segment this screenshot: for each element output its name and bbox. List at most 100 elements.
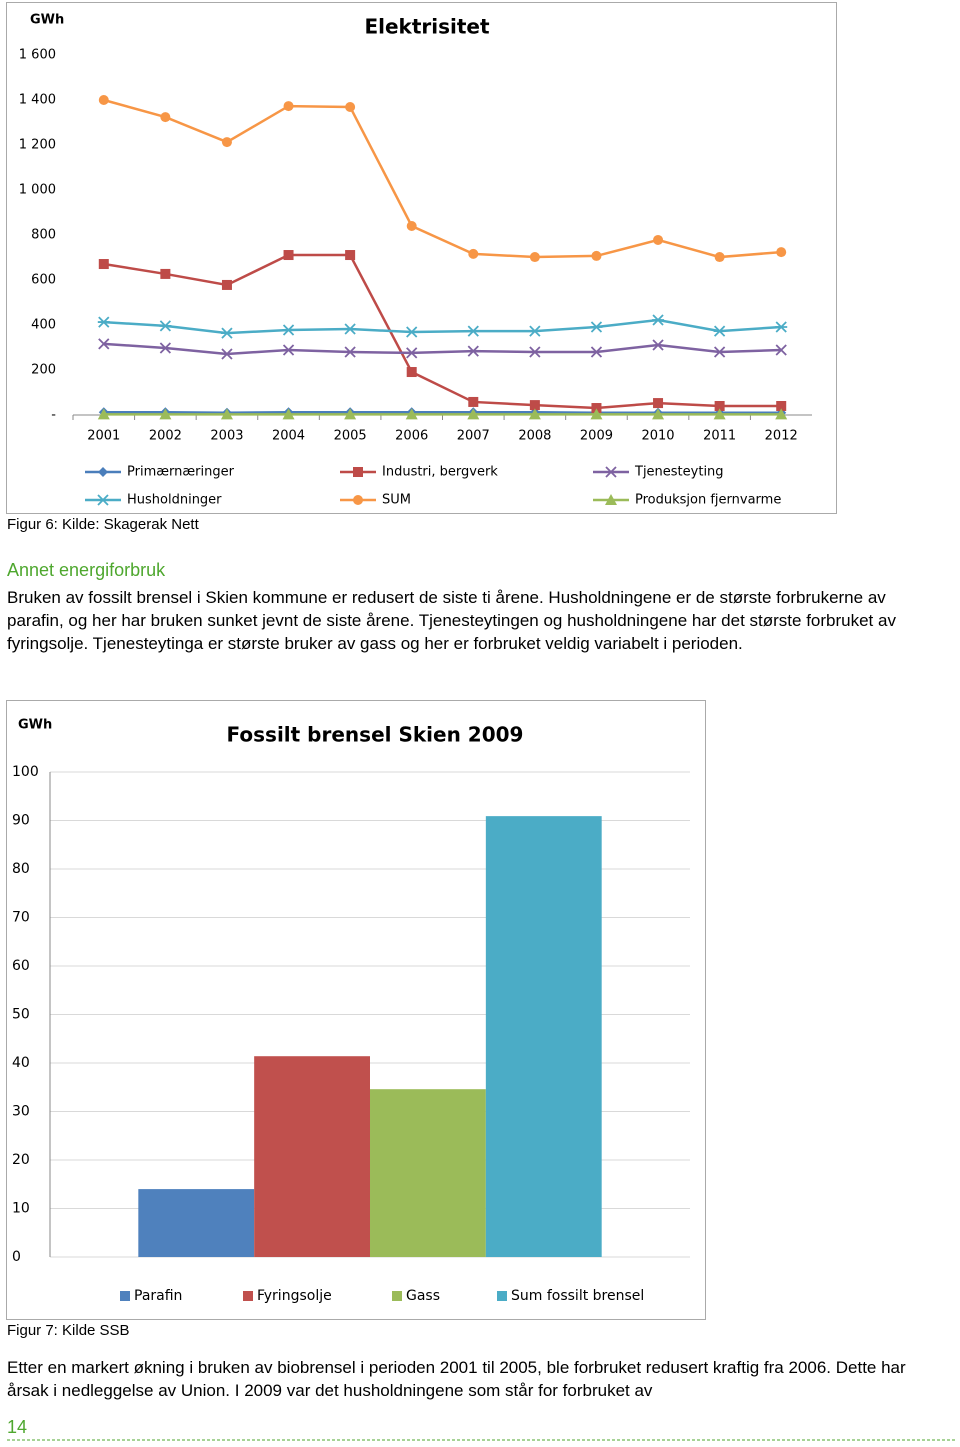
marker — [714, 252, 725, 263]
marker — [605, 494, 617, 505]
marker — [529, 400, 540, 411]
y-tick-label: 30 — [12, 1104, 30, 1120]
y-tick-label: 0 — [12, 1249, 21, 1265]
y-unit: GWh — [30, 13, 64, 28]
marker — [344, 346, 356, 358]
bar — [254, 1056, 370, 1257]
marker — [98, 259, 109, 270]
marker — [653, 398, 664, 409]
x-tick-label: 2003 — [210, 429, 243, 444]
y-tick-label: 50 — [12, 1007, 30, 1023]
marker — [344, 408, 357, 420]
marker — [98, 95, 109, 105]
legend-swatch — [243, 1291, 253, 1301]
chart-title: Elektrisitet — [364, 15, 490, 39]
legend-swatch — [497, 1291, 507, 1301]
x-tick-label: 2010 — [641, 429, 674, 444]
paragraph: Bruken av fossilt brensel i Skien kommun… — [7, 588, 896, 653]
marker — [97, 316, 110, 328]
marker — [406, 347, 418, 359]
marker — [221, 279, 232, 290]
marker — [590, 321, 603, 333]
y-tick-label: 10 — [12, 1201, 30, 1217]
marker — [160, 268, 171, 279]
marker — [159, 408, 172, 420]
marker — [282, 324, 295, 336]
legend-swatch — [392, 1291, 402, 1301]
marker — [467, 325, 480, 337]
marker — [775, 344, 787, 356]
paragraph: Etter en markert økning i bruken av biob… — [7, 1358, 906, 1400]
chart-frame — [6, 2, 837, 514]
marker — [345, 101, 356, 112]
legend-label: Primærnæringer — [127, 465, 235, 480]
marker — [221, 348, 233, 360]
marker — [591, 403, 602, 414]
marker — [652, 339, 664, 351]
marker — [776, 401, 787, 411]
marker — [775, 408, 788, 420]
legend-label: Sum fossilt brensel — [511, 1288, 644, 1304]
y-tick-label: 1 600 — [19, 48, 56, 63]
y-tick-label: 400 — [31, 318, 56, 333]
marker — [529, 252, 540, 263]
y-tick-label: 1 000 — [19, 183, 56, 198]
marker — [714, 401, 725, 411]
marker — [529, 346, 541, 358]
legend-label: Produksjon fjernvarme — [635, 493, 781, 508]
marker — [776, 247, 787, 258]
marker — [159, 320, 172, 332]
x-tick-label: 2001 — [87, 429, 120, 444]
y-tick-label: 800 — [31, 228, 56, 243]
marker — [353, 467, 363, 477]
y-tick-label: - — [51, 408, 56, 423]
x-tick-label: 2012 — [765, 429, 798, 444]
marker — [713, 325, 726, 337]
bar — [485, 816, 602, 1257]
marker — [406, 221, 417, 231]
marker — [652, 408, 665, 420]
marker — [468, 396, 479, 407]
marker — [467, 345, 479, 357]
marker — [528, 325, 541, 337]
marker — [405, 408, 418, 420]
y-tick-label: 1 200 — [19, 138, 56, 153]
x-tick-label: 2005 — [334, 429, 367, 444]
y-tick-label: 100 — [12, 764, 39, 780]
marker — [591, 250, 602, 261]
y-tick-label: 90 — [12, 813, 30, 829]
marker — [345, 250, 356, 261]
marker — [653, 234, 664, 245]
marker — [98, 338, 110, 350]
x-tick-label: 2007 — [457, 429, 490, 444]
legend-label: Tjenesteyting — [634, 465, 724, 480]
marker — [590, 346, 603, 358]
legend-swatch — [120, 1291, 130, 1301]
legend-label: Industri, bergverk — [382, 465, 498, 480]
marker — [344, 323, 357, 335]
marker — [282, 408, 295, 420]
x-tick-label: 2009 — [580, 429, 613, 444]
marker — [652, 314, 665, 326]
y-tick-label: 40 — [12, 1055, 30, 1071]
bar — [138, 1189, 255, 1257]
caption: Figur 7: Kilde SSB — [7, 1322, 130, 1339]
marker — [528, 408, 541, 420]
data-line — [103, 342, 782, 356]
data-line — [103, 253, 782, 410]
y-tick-label: 20 — [12, 1152, 30, 1168]
y-tick-label: 600 — [31, 273, 56, 288]
legend-label: SUM — [382, 493, 411, 508]
marker — [282, 344, 295, 356]
marker — [97, 494, 109, 506]
chart-title: Fossilt brensel Skien 2009 — [227, 723, 524, 747]
y-tick-label: 80 — [12, 861, 30, 877]
x-tick-label: 2008 — [518, 429, 551, 444]
data-line — [103, 98, 782, 259]
marker — [220, 408, 233, 420]
legend-label: Parafin — [134, 1288, 182, 1304]
legend-label: Fyringsolje — [257, 1288, 332, 1304]
marker — [353, 495, 363, 505]
